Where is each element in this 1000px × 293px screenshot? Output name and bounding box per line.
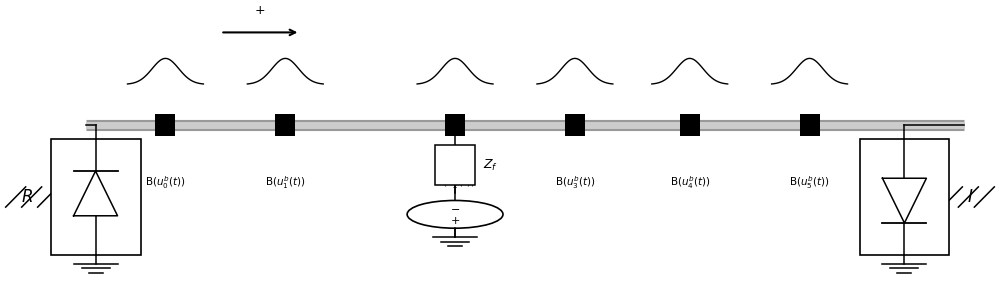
Text: $\mathrm{B}(u_{0}^{b}(t))$: $\mathrm{B}(u_{0}^{b}(t))$ — [145, 174, 186, 191]
Text: R: R — [21, 188, 33, 206]
Bar — [275, 114, 295, 136]
Text: $\mathrm{B}(u_{4}^{b}(t))$: $\mathrm{B}(u_{4}^{b}(t))$ — [670, 174, 710, 191]
Bar — [435, 145, 475, 185]
Bar — [565, 114, 585, 136]
Bar — [860, 139, 949, 255]
Text: +: + — [255, 4, 266, 16]
Text: $\mathrm{B}(u_{1}^{b}(t))$: $\mathrm{B}(u_{1}^{b}(t))$ — [265, 174, 306, 191]
Text: $+$: $+$ — [450, 215, 460, 226]
Circle shape — [407, 200, 503, 228]
Text: $\mathrm{B}(u_{3}^{b}(t))$: $\mathrm{B}(u_{3}^{b}(t))$ — [555, 174, 595, 191]
Bar — [445, 114, 465, 136]
Bar — [155, 114, 175, 136]
Text: $-$: $-$ — [450, 203, 460, 213]
Bar — [51, 139, 140, 255]
Text: I: I — [967, 188, 972, 206]
Text: $Z_f$: $Z_f$ — [483, 158, 498, 173]
Bar — [680, 114, 700, 136]
Text: $\mathrm{B}(u_{2}^{b}(t))$: $\mathrm{B}(u_{2}^{b}(t))$ — [435, 174, 475, 191]
Bar — [800, 114, 820, 136]
Text: $\mathrm{B}(u_{5}^{b}(t))$: $\mathrm{B}(u_{5}^{b}(t))$ — [789, 174, 830, 191]
